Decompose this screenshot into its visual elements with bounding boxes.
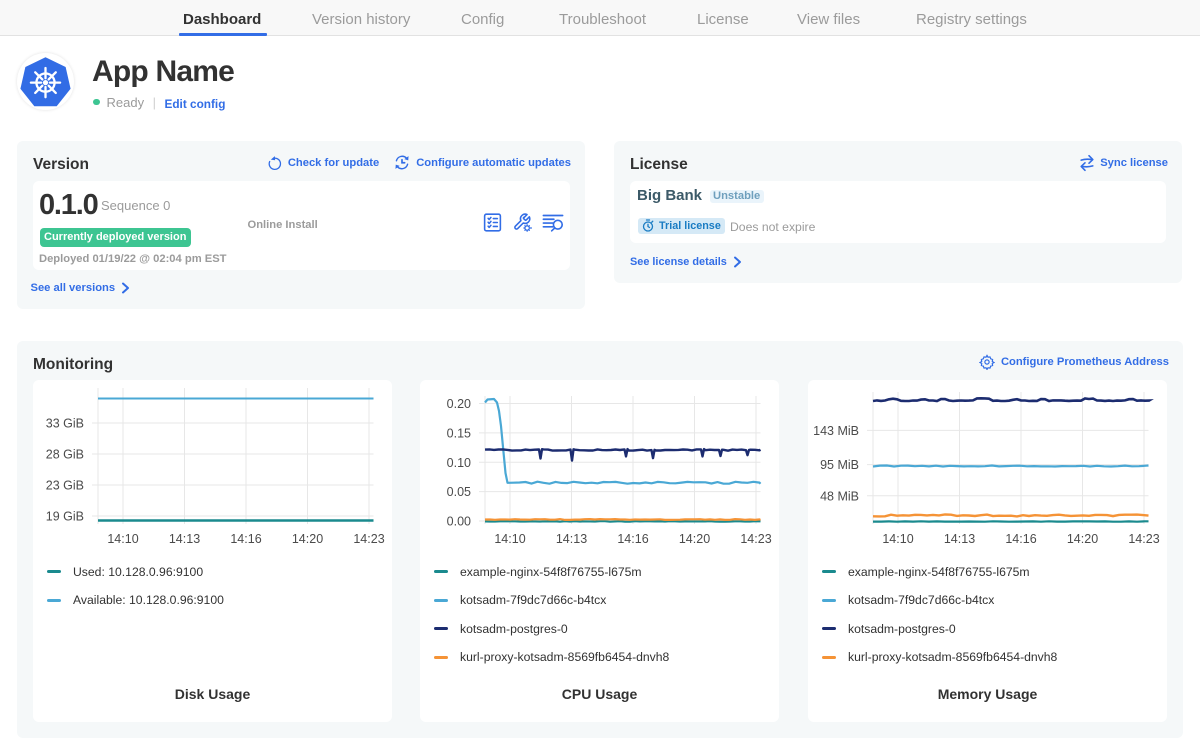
svg-text:14:10: 14:10 (494, 532, 525, 546)
svg-text:0.10: 0.10 (447, 456, 471, 470)
svg-text:14:20: 14:20 (679, 532, 710, 546)
svg-text:14:13: 14:13 (556, 532, 587, 546)
svg-text:0.20: 0.20 (447, 397, 471, 411)
svg-text:14:16: 14:16 (230, 532, 261, 546)
svg-text:14:23: 14:23 (740, 532, 771, 546)
svg-text:0.05: 0.05 (447, 485, 471, 499)
svg-text:14:16: 14:16 (1005, 532, 1036, 546)
svg-text:28 GiB: 28 GiB (46, 448, 84, 462)
svg-text:33 GiB: 33 GiB (46, 417, 84, 431)
svg-text:0.00: 0.00 (447, 515, 471, 529)
svg-text:19 GiB: 19 GiB (46, 510, 84, 524)
svg-text:143 MiB: 143 MiB (813, 424, 859, 438)
svg-text:14:10: 14:10 (107, 532, 138, 546)
svg-text:14:23: 14:23 (353, 532, 384, 546)
svg-text:14:20: 14:20 (1067, 532, 1098, 546)
svg-text:95 MiB: 95 MiB (820, 458, 859, 472)
svg-text:14:20: 14:20 (292, 532, 323, 546)
svg-text:14:16: 14:16 (617, 532, 648, 546)
svg-text:14:10: 14:10 (882, 532, 913, 546)
svg-text:14:13: 14:13 (169, 532, 200, 546)
svg-text:14:23: 14:23 (1128, 532, 1159, 546)
svg-text:14:13: 14:13 (944, 532, 975, 546)
svg-text:48 MiB: 48 MiB (820, 489, 859, 503)
svg-text:23 GiB: 23 GiB (46, 479, 84, 493)
svg-text:0.15: 0.15 (447, 426, 471, 440)
